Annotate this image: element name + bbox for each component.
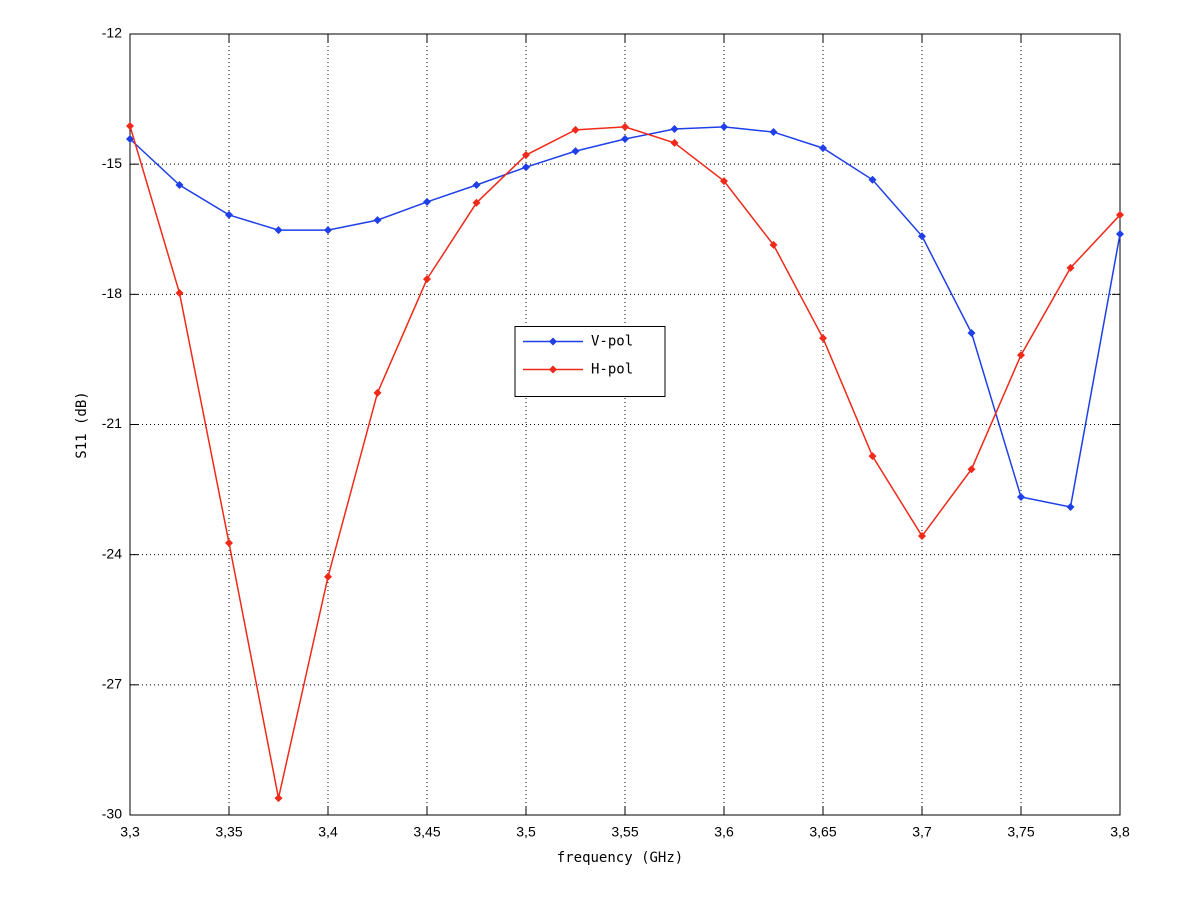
- data-point: [423, 275, 431, 284]
- data-point: [868, 175, 877, 184]
- data-point: [621, 135, 629, 144]
- legend-label: V-pol: [591, 334, 633, 350]
- x-tick-label: 3,8: [1110, 824, 1130, 840]
- data-point: [1017, 492, 1025, 501]
- data-point: [868, 452, 877, 461]
- data-point: [522, 163, 530, 172]
- data-point: [472, 180, 481, 189]
- data-point: [225, 210, 233, 219]
- data-point: [769, 240, 778, 249]
- data-point: [1066, 502, 1075, 511]
- y-tick-label: -24: [102, 545, 122, 561]
- x-tick-label: 3,3: [120, 824, 140, 840]
- y-tick-label: -12: [102, 25, 122, 41]
- data-point: [670, 125, 679, 134]
- data-point: [967, 465, 976, 474]
- data-point: [819, 334, 827, 343]
- data-point: [1116, 210, 1124, 219]
- data-point: [670, 138, 679, 147]
- y-axis-label: S11 (dB): [74, 391, 90, 458]
- data-point: [274, 794, 283, 803]
- data-point: [324, 572, 332, 581]
- data-point: [918, 532, 926, 541]
- data-point: [819, 144, 827, 153]
- plot-frame: [129, 33, 1121, 816]
- data-point: [1066, 263, 1075, 272]
- data-point: [472, 198, 481, 207]
- data-point: [324, 226, 332, 235]
- x-tick-label: 3,5: [516, 824, 536, 840]
- data-point: [967, 328, 976, 337]
- data-point: [720, 122, 728, 131]
- data-point: [571, 125, 580, 134]
- x-tick-label: 3,65: [809, 824, 836, 840]
- x-axis-label: frequency (GHz): [557, 850, 683, 866]
- data-point: [423, 197, 431, 206]
- legend-label: H-pol: [591, 362, 633, 378]
- legend-marker: [549, 365, 557, 374]
- x-tick-label: 3,7: [912, 824, 932, 840]
- y-tick-label: -18: [102, 285, 122, 301]
- data-point: [1017, 351, 1025, 360]
- legend-box: [514, 326, 666, 397]
- data-point: [126, 135, 134, 144]
- y-tick-label: -21: [102, 415, 122, 431]
- data-point: [720, 177, 728, 186]
- x-tick-label: 3,6: [714, 824, 734, 840]
- y-tick-label: -15: [102, 155, 122, 171]
- data-point: [621, 122, 629, 131]
- legend-marker: [549, 337, 557, 346]
- data-point: [373, 388, 382, 397]
- data-point: [274, 226, 283, 235]
- data-point: [522, 151, 530, 160]
- data-point: [126, 121, 134, 130]
- data-point: [175, 180, 184, 189]
- data-point: [373, 216, 382, 225]
- y-tick-label: -30: [102, 806, 122, 822]
- data-point: [769, 128, 778, 137]
- data-point: [571, 147, 580, 156]
- x-tick-label: 3,75: [1007, 824, 1034, 840]
- x-tick-label: 3,4: [318, 824, 338, 840]
- data-point: [175, 289, 184, 298]
- y-tick-label: -27: [102, 676, 122, 692]
- x-tick-label: 3,35: [215, 824, 242, 840]
- x-tick-label: 3,55: [611, 824, 638, 840]
- x-tick-label: 3,45: [413, 824, 440, 840]
- data-point: [225, 538, 233, 547]
- data-point: [1116, 230, 1124, 239]
- data-point: [918, 232, 926, 241]
